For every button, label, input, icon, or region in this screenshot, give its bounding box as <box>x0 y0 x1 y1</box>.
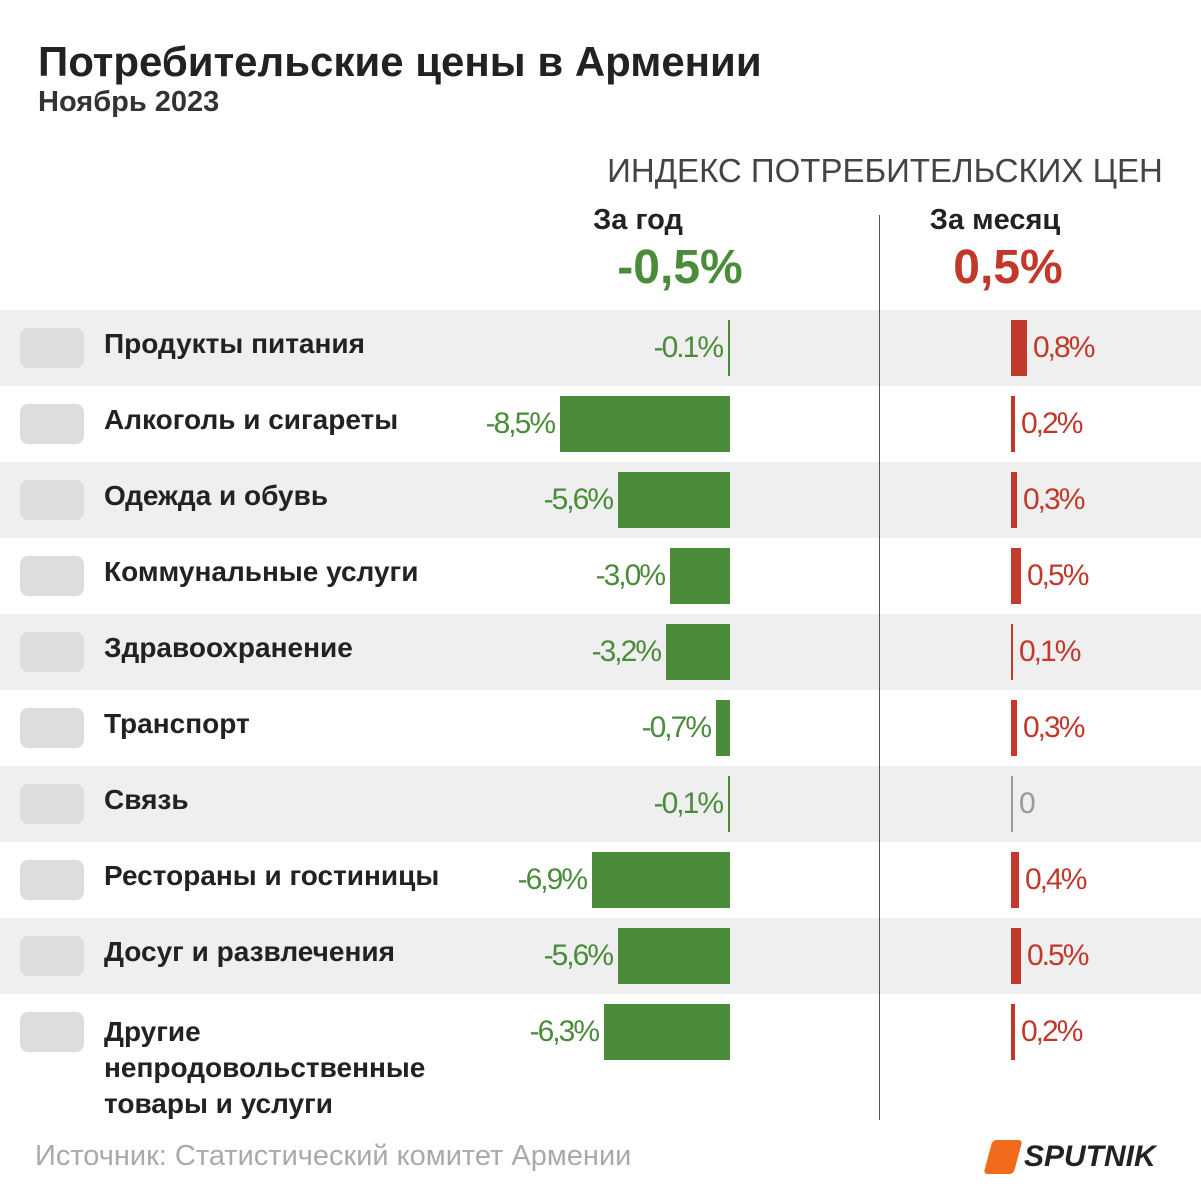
value-label: -5,6% <box>543 939 614 972</box>
category-label: Алкоголь и сигареты <box>104 404 399 435</box>
total-label: 0,5% <box>953 241 1063 294</box>
icon <box>20 708 84 748</box>
icon <box>20 1012 84 1052</box>
bar <box>666 624 730 680</box>
bar <box>1011 472 1017 528</box>
icon <box>20 404 84 444</box>
row: Рестораны и гостиницы -6,9% 0,4% <box>0 842 1201 918</box>
row: Досуг и развлечения -5,6% 0.5% <box>0 918 1201 994</box>
icon <box>20 556 84 596</box>
value-label: 0,2% <box>1021 407 1083 440</box>
row: Транспорт -0,7% 0,3% <box>0 690 1201 766</box>
logo-mark <box>983 1140 1023 1174</box>
row: Коммунальные услуги -3,0% 0,5% <box>0 538 1201 614</box>
bar <box>1011 548 1021 604</box>
divider <box>879 215 880 1120</box>
bar <box>728 776 730 832</box>
source: Источник: Статистический комитет Армении <box>35 1140 632 1172</box>
value-label: -8,5% <box>485 407 556 440</box>
brand: SPUTNIK <box>1024 1140 1156 1173</box>
bar <box>728 320 730 376</box>
bar <box>1011 852 1019 908</box>
bar <box>1011 928 1021 984</box>
bar <box>670 548 730 604</box>
bar <box>618 928 730 984</box>
icon <box>20 936 84 976</box>
total-label: -0,5% <box>617 241 743 294</box>
icon <box>20 632 84 672</box>
bar <box>1011 624 1013 680</box>
value-label: 0,3% <box>1023 483 1085 516</box>
bar <box>716 700 730 756</box>
icon <box>20 860 84 900</box>
bar <box>604 1004 730 1060</box>
value-label: -6,3% <box>529 1015 600 1048</box>
value-label: -0.1% <box>653 331 724 364</box>
row: Продукты питания -0.1% 0,8% <box>0 310 1201 386</box>
series-name: За год <box>593 204 683 236</box>
bar <box>1011 396 1015 452</box>
title: Потребительские цены в Армении <box>38 38 762 85</box>
row: Здравоохранение -3,2% 0,1% <box>0 614 1201 690</box>
category-label: Продукты питания <box>104 328 365 359</box>
value-label: 0 <box>1019 787 1036 820</box>
value-label: -0,7% <box>641 711 712 744</box>
category-label: Досуг и развлечения <box>104 936 395 967</box>
row: Связь -0,1% 0 <box>0 766 1201 842</box>
category-label: Связь <box>104 784 189 815</box>
value-label: 0,2% <box>1021 1015 1083 1048</box>
value-label: -3,0% <box>595 559 666 592</box>
bar <box>592 852 730 908</box>
row: Другие непродовольственные товары и услу… <box>0 994 1201 1124</box>
category-label: Рестораны и гостиницы <box>104 860 440 891</box>
value-label: 0.5% <box>1027 939 1089 972</box>
bar <box>1011 776 1013 832</box>
category-label: Коммунальные услуги <box>104 556 419 587</box>
row: Одежда и обувь -5,6% 0,3% <box>0 462 1201 538</box>
value-label: -6,9% <box>517 863 588 896</box>
category-label: Другие непродовольственные товары и услу… <box>104 1016 426 1119</box>
value-label: 0,1% <box>1019 635 1081 668</box>
value-label: 0,8% <box>1033 331 1095 364</box>
icon <box>20 328 84 368</box>
subtitle: Ноябрь 2023 <box>38 86 220 118</box>
series-name: За месяц <box>929 204 1061 236</box>
value-label: 0,4% <box>1025 863 1087 896</box>
value-label: -5,6% <box>543 483 614 516</box>
icon <box>20 784 84 824</box>
value-label: -3,2% <box>591 635 662 668</box>
header: ИНДЕКС ПОТРЕБИТЕЛЬСКИХ ЦЕН <box>607 152 1163 189</box>
value-label: -0,1% <box>653 787 724 820</box>
bar <box>1011 1004 1015 1060</box>
value-label: 0,3% <box>1023 711 1085 744</box>
category-label: Транспорт <box>104 708 250 739</box>
value-label: 0,5% <box>1027 559 1089 592</box>
bar <box>1011 320 1027 376</box>
bar <box>560 396 730 452</box>
bar <box>618 472 730 528</box>
bar <box>1011 700 1017 756</box>
icon <box>20 480 84 520</box>
category-label: Одежда и обувь <box>104 480 329 511</box>
row: Алкоголь и сигареты -8,5% 0,2% <box>0 386 1201 462</box>
category-label: Здравоохранение <box>104 632 353 663</box>
